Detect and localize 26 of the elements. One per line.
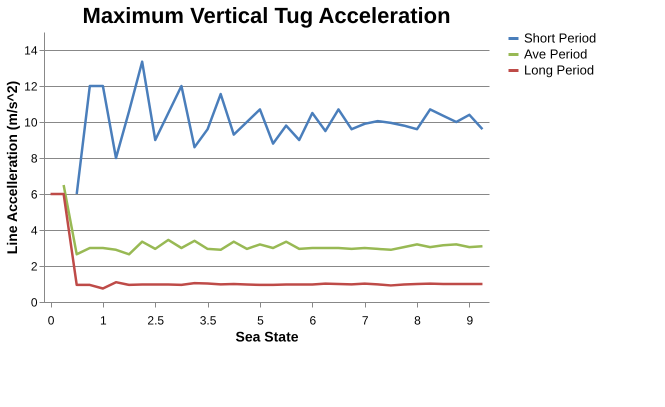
y-tick-label: 8 <box>30 152 38 166</box>
x-tick-label: 0 <box>48 314 55 328</box>
x-tick-label: 3.5 <box>200 314 217 328</box>
legend-label: Ave Period <box>524 46 588 62</box>
x-tick-label: 9 <box>466 314 474 328</box>
y-tick-label: 0 <box>30 296 38 310</box>
x-tick-label: 8 <box>414 314 422 328</box>
legend-label: Short Period <box>524 30 596 46</box>
y-tick-label: 10 <box>24 116 38 130</box>
y-tick-label: 2 <box>30 260 38 274</box>
y-tick-label: 12 <box>24 80 38 94</box>
x-tick-label: 6 <box>309 314 316 328</box>
y-tick-label: 6 <box>30 188 38 202</box>
line-series <box>49 192 484 290</box>
x-tick-label: 2.5 <box>147 314 164 328</box>
line-series <box>62 184 484 256</box>
x-axis-title: Sea State <box>235 328 299 344</box>
y-tick-label: 14 <box>24 44 38 58</box>
x-tick-label: 7 <box>362 314 369 328</box>
y-axis-title: Line Accelleration (m/s^2) <box>4 80 20 254</box>
x-tick-label: 1 <box>100 314 108 328</box>
line-series <box>75 60 484 196</box>
y-tick-label: 4 <box>30 224 38 238</box>
chart-title: Maximum Vertical Tug Acceleration <box>82 3 451 28</box>
x-tick-label: 5 <box>257 314 264 328</box>
legend-label: Long Period <box>524 62 594 78</box>
